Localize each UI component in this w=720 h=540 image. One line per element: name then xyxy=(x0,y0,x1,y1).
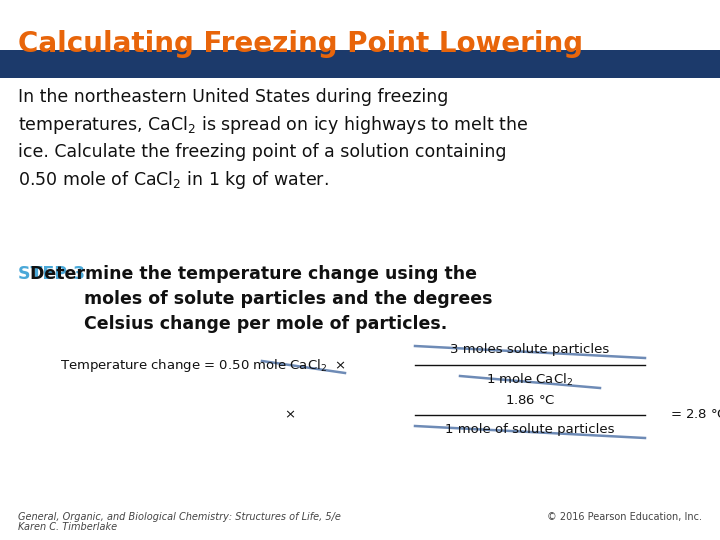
Text: Determine the temperature change using the
           moles of solute particles : Determine the temperature change using t… xyxy=(18,265,492,333)
Text: © 2016 Pearson Education, Inc.: © 2016 Pearson Education, Inc. xyxy=(547,512,702,522)
Text: 3 moles solute particles: 3 moles solute particles xyxy=(451,343,610,356)
Text: General, Organic, and Biological Chemistry: Structures of Life, 5/e: General, Organic, and Biological Chemist… xyxy=(18,512,341,522)
Bar xyxy=(0,50,720,78)
Text: Temperature change = 0.50 mole CaCl$_2$  $\times$: Temperature change = 0.50 mole CaCl$_2$ … xyxy=(60,356,346,374)
Text: In the northeastern United States during freezing
temperatures, CaCl$_2$ is spre: In the northeastern United States during… xyxy=(18,88,528,191)
Text: Calculating Freezing Point Lowering: Calculating Freezing Point Lowering xyxy=(18,30,583,58)
Text: $\times$: $\times$ xyxy=(284,408,296,422)
Text: 1 mole of solute particles: 1 mole of solute particles xyxy=(445,423,615,436)
Text: STEP 3: STEP 3 xyxy=(18,265,85,283)
Text: 1.86 $\degree$C: 1.86 $\degree$C xyxy=(505,394,555,407)
Text: 1 mole CaCl$_2$: 1 mole CaCl$_2$ xyxy=(487,372,574,388)
Text: = 2.8 $\degree$C: = 2.8 $\degree$C xyxy=(670,408,720,422)
Text: Karen C. Timberlake: Karen C. Timberlake xyxy=(18,522,117,532)
